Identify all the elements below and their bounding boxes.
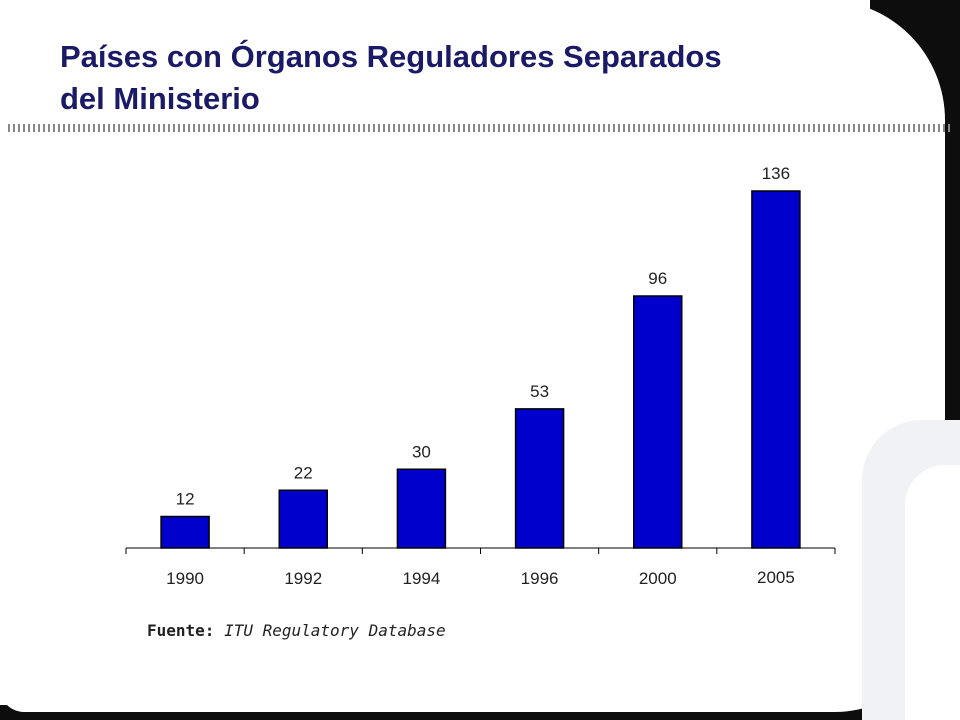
bar	[160, 515, 210, 549]
bar	[396, 468, 447, 549]
bar	[751, 190, 801, 549]
bar-data-label: 96	[648, 269, 667, 288]
x-tick-label: 1990	[166, 569, 204, 588]
source-text: ITU Regulatory Database	[224, 621, 446, 640]
title-line-2: del Ministerio	[60, 81, 260, 116]
source-note: Fuente: ITU Regulatory Database	[147, 621, 446, 640]
x-tick-label: 1996	[521, 569, 559, 588]
x-tick-label: 2005	[757, 568, 795, 587]
bar	[633, 295, 683, 549]
dotted-divider	[8, 124, 952, 132]
slide-title: Países con Órganos Reguladores Separados…	[60, 36, 860, 120]
x-tick-label: 1992	[284, 569, 322, 588]
x-tick-label: 2000	[639, 569, 677, 588]
corner-decoration-inner	[905, 465, 960, 720]
bar-data-label: 136	[762, 164, 790, 183]
bar-data-label: 12	[176, 490, 195, 509]
bar	[514, 408, 565, 549]
title-line-1: Países con Órganos Reguladores Separados	[60, 39, 722, 74]
bar-data-label: 30	[412, 442, 431, 461]
bar	[278, 489, 328, 549]
bar-data-label: 22	[294, 463, 313, 482]
bar-data-label: 53	[530, 382, 549, 401]
x-tick-label: 1994	[403, 569, 441, 588]
source-label: Fuente:	[147, 621, 215, 640]
